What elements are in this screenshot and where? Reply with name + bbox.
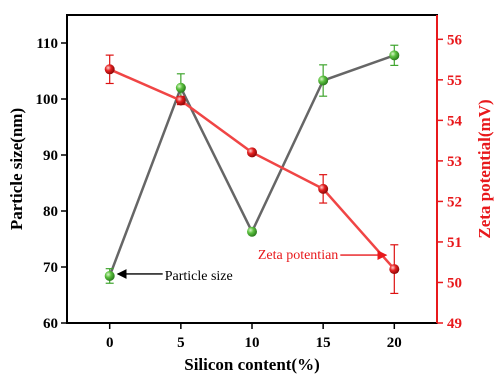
y-left-tick-label: 100 [36, 92, 59, 108]
y-right-tick-label: 53 [447, 154, 462, 170]
data-point [175, 95, 186, 106]
data-point [247, 147, 257, 158]
series-group [104, 44, 400, 295]
data-point [247, 226, 257, 237]
x-tick-label: 0 [106, 335, 114, 351]
y-left-tick-label: 110 [36, 36, 58, 52]
y-right-tick-label: 51 [447, 235, 462, 251]
y-right-tick-label: 55 [447, 73, 462, 89]
data-point [175, 82, 186, 93]
data-point [389, 264, 400, 275]
data-point [318, 75, 329, 86]
data-point [104, 270, 115, 281]
y-axis-left-label: Particle size(nm) [7, 108, 26, 230]
plot-frame [66, 14, 438, 324]
annotation-label: Particle size [165, 269, 233, 284]
y-right-tick-label: 50 [447, 275, 462, 291]
y-left-tick-label: 70 [43, 260, 58, 276]
y-right-tick-label: 56 [447, 32, 463, 48]
annotations: Particle size Zeta potentian [116, 248, 388, 284]
y-right-tick-label: 54 [447, 113, 463, 129]
data-point [104, 64, 115, 75]
x-axis-label: Silicon content(%) [184, 355, 320, 374]
x-tick-label: 15 [316, 335, 331, 351]
y-left-tick-label: 90 [43, 148, 58, 164]
x-tick-label: 10 [245, 335, 260, 351]
y-right-tick-label: 49 [447, 316, 462, 332]
y-left-tick-label: 80 [43, 204, 58, 220]
data-point [318, 183, 329, 194]
ticks: 0 5 10 15 20 60 70 80 90 100 110 49 50 51 52 53 54 55 56 [36, 15, 463, 351]
series-line-1 [109, 68, 396, 270]
data-point [389, 50, 400, 61]
x-tick-label: 5 [177, 335, 185, 351]
annotation-label: Zeta potentian [258, 248, 338, 263]
x-tick-label: 20 [387, 335, 402, 351]
y-axis-right-label: Zeta potential(mV) [475, 99, 494, 238]
y-left-tick-label: 60 [43, 316, 58, 332]
y-right-tick-label: 52 [447, 194, 462, 210]
